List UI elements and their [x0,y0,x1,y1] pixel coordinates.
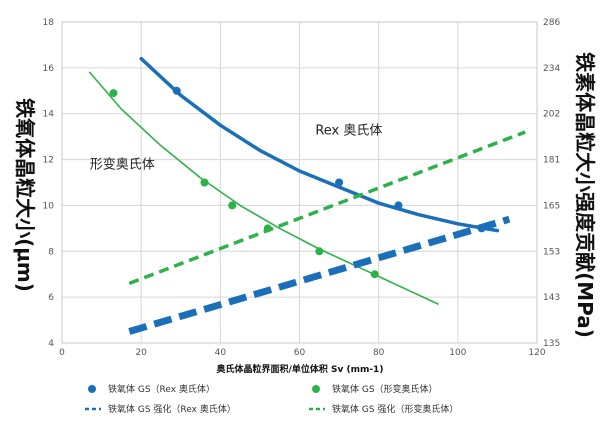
x-tick-label: 120 [528,348,545,358]
fit-curve [139,56,500,233]
x-tick-label: 60 [294,348,306,358]
data-point [370,270,379,279]
y-left-tick-label: 4 [48,339,54,349]
y-right-tick-label: 286 [543,18,560,28]
legend-label: 铁氧体 GS 强化（Rex 奥氏体） [108,403,236,415]
legend: 铁氧体 GS（Rex 奥氏体） 铁氧体 GS（形变奥氏体） 铁氧体 GS 强化（Re… [85,383,458,415]
data-point [263,224,272,233]
legend-marker [312,385,320,393]
strengthening-trend-line [128,130,526,286]
legend-label: 铁氧体 GS（Rex 奥氏体） [108,383,215,395]
data-point [200,178,209,187]
y-axis-title-left: 铁氧体晶粒大小(μm) [13,98,37,292]
curve-annotation: 形变奥氏体 [90,157,155,173]
y-right-tick-label: 202 [543,110,560,120]
x-tick-label: 40 [215,348,227,358]
data-point [335,178,344,187]
legend-label: 铁氧体 GS 强化（形变奥氏体） [332,403,458,415]
y-right-tick-label: 135 [543,339,560,349]
y-right-tick-label: 165 [543,201,560,211]
data-point [172,86,181,95]
data-point [315,247,324,256]
series-layer [88,56,526,335]
y-left-tick-label: 8 [48,247,54,257]
data-point [394,201,403,210]
y-left-tick-label: 12 [43,156,54,166]
y-left-tick-label: 14 [43,110,55,120]
y-axis-title-right: 铁素体晶粒大小强度贡献(MPa) [573,52,597,338]
y-right-tick-label: 143 [543,293,560,303]
data-point [228,201,237,210]
legend-label: 铁氧体 GS（形变奥氏体） [332,383,438,395]
fit-curve [88,71,439,305]
y-left-tick-label: 10 [43,201,55,211]
x-tick-label: 20 [135,348,147,358]
y-left-tick-label: 18 [43,18,55,28]
curve-annotation: Rex 奥氏体 [315,123,382,138]
y-right-tick-label: 181 [543,156,560,166]
gridlines [62,22,537,343]
tick-labels: 0 20 40 60 80 100 120 4 6 8 10 12 14 16 18 135 143 153 165… [43,18,561,358]
x-tick-label: 100 [449,348,466,358]
x-tick-label: 80 [373,348,385,358]
legend-marker [88,385,96,393]
y-left-tick-label: 6 [48,293,54,303]
data-point [477,224,486,233]
y-right-tick-label: 153 [543,247,560,257]
strengthening-trend-line [128,215,511,335]
x-axis-title: 奥氏体晶粒界面积/单位体积 Sv (mm-1) [216,363,384,375]
data-point [109,89,118,98]
plot-border [61,21,538,344]
y-right-tick-label: 234 [543,64,560,74]
x-tick-label: 0 [59,348,65,358]
y-left-tick-label: 16 [43,64,55,74]
